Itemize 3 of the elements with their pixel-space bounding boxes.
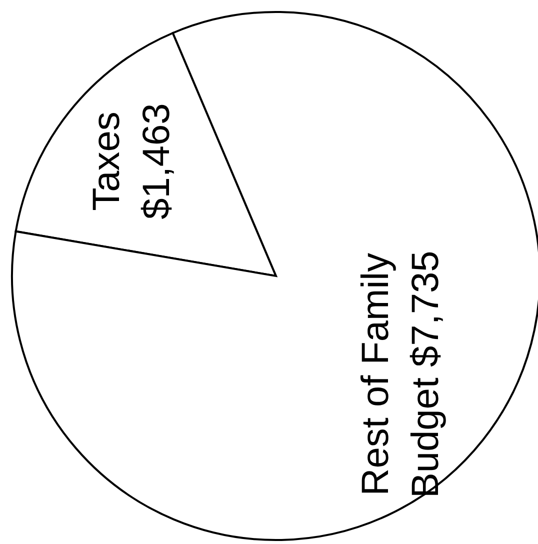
slice-label: Taxes — [86, 112, 128, 211]
data-label: $1,463 — [136, 103, 178, 220]
slice-label: Rest of Family Budget $7,735 — [355, 250, 448, 498]
